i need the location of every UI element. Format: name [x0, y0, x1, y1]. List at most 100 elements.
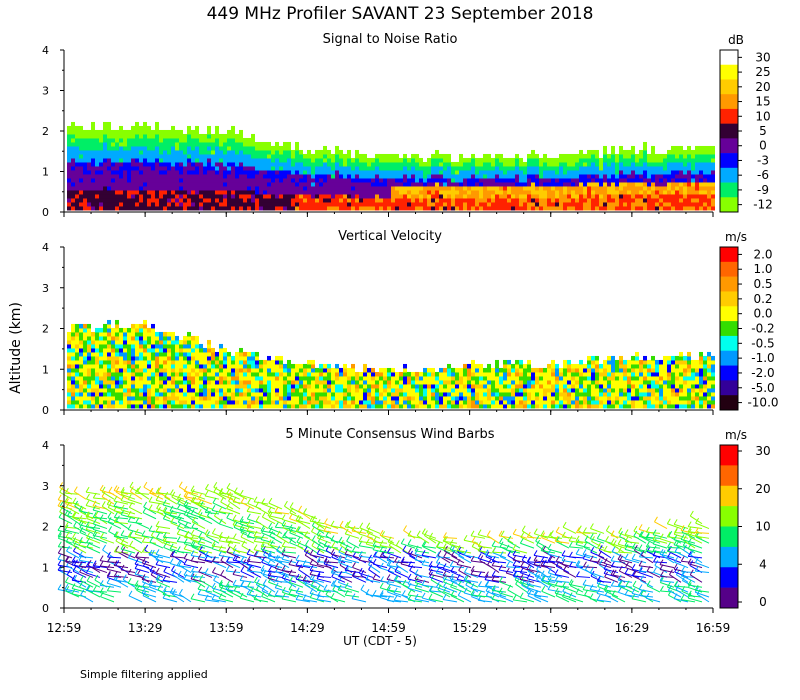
heatmap-cell [271, 399, 275, 405]
heatmap-cell [603, 181, 607, 187]
heatmap-cell [655, 177, 659, 183]
heatmap-cell [115, 351, 119, 357]
heatmap-cell [559, 173, 563, 179]
heatmap-cell [307, 379, 311, 385]
heatmap-cell [139, 343, 143, 349]
heatmap-cell [347, 367, 351, 373]
heatmap-cell [171, 399, 175, 405]
heatmap-cell [79, 189, 83, 195]
heatmap-cell [115, 347, 119, 353]
heatmap-cell [99, 331, 103, 337]
heatmap-cell [323, 149, 327, 155]
heatmap-cell [283, 185, 287, 191]
heatmap-cell [107, 371, 111, 377]
heatmap-cell [315, 161, 319, 167]
heatmap-cell [259, 391, 263, 397]
heatmap-cell [399, 173, 403, 179]
heatmap-cell [343, 189, 347, 195]
heatmap-cell [223, 141, 227, 147]
heatmap-cell [139, 169, 143, 175]
heatmap-cell [359, 185, 363, 191]
heatmap-cell [607, 169, 611, 175]
heatmap-cell [591, 169, 595, 175]
heatmap-cell [523, 367, 527, 373]
heatmap-cell [319, 193, 323, 199]
heatmap-cell [463, 169, 467, 175]
heatmap-cell [223, 367, 227, 373]
heatmap-cell [259, 399, 263, 405]
heatmap-cell [279, 371, 283, 377]
heatmap-cell [275, 363, 279, 369]
heatmap-cell [399, 375, 403, 381]
colorbar-swatch [720, 335, 738, 352]
heatmap-cell [311, 403, 315, 409]
heatmap-cell [179, 355, 183, 361]
heatmap-cell [299, 161, 303, 167]
heatmap-cell [591, 157, 595, 163]
heatmap-cell [631, 379, 635, 385]
heatmap-cell [287, 375, 291, 381]
heatmap-cell [75, 145, 79, 151]
heatmap-cell [339, 173, 343, 179]
heatmap-cell [107, 395, 111, 401]
heatmap-cell [687, 185, 691, 191]
heatmap-cell [67, 137, 71, 143]
heatmap-cell [355, 161, 359, 167]
heatmap-cell [703, 153, 707, 159]
heatmap-cell [267, 391, 271, 397]
heatmap-cell [275, 165, 279, 171]
heatmap-cell [263, 383, 267, 389]
heatmap-cell [467, 165, 471, 171]
heatmap-cell [223, 351, 227, 357]
heatmap-cell [387, 403, 391, 409]
heatmap-cell [599, 205, 603, 211]
heatmap-cell [295, 149, 299, 155]
heatmap-cell [267, 193, 271, 199]
heatmap-cell [447, 153, 451, 159]
heatmap-cell [571, 193, 575, 199]
heatmap-cell [319, 383, 323, 389]
heatmap-cell [323, 177, 327, 183]
heatmap-cell [367, 375, 371, 381]
heatmap-cell [499, 173, 503, 179]
heatmap-cell [159, 181, 163, 187]
heatmap-cell [99, 359, 103, 365]
heatmap-cell [167, 339, 171, 345]
heatmap-cell [479, 161, 483, 167]
heatmap-cell [563, 359, 567, 365]
heatmap-cell [115, 323, 119, 329]
heatmap-cell [311, 161, 315, 167]
heatmap-cell [707, 161, 711, 167]
heatmap-cell [171, 387, 175, 393]
heatmap-cell [503, 387, 507, 393]
heatmap-cell [155, 125, 159, 131]
heatmap-cell [79, 145, 83, 151]
heatmap-cell [83, 387, 87, 393]
heatmap-cell [139, 133, 143, 139]
heatmap-cell [567, 181, 571, 187]
heatmap-cell [195, 133, 199, 139]
heatmap-cell [511, 173, 515, 179]
heatmap-cell [131, 335, 135, 341]
heatmap-cell [603, 391, 607, 397]
heatmap-cell [563, 375, 567, 381]
heatmap-cell [207, 375, 211, 381]
heatmap-cell [303, 205, 307, 211]
heatmap-cell [579, 375, 583, 381]
heatmap-cell [463, 193, 467, 199]
heatmap-cell [351, 395, 355, 401]
heatmap-cell [587, 403, 591, 409]
heatmap-cell [511, 403, 515, 409]
heatmap-cell [323, 201, 327, 207]
heatmap-cell [575, 375, 579, 381]
heatmap-cell [487, 201, 491, 207]
heatmap-cell [567, 197, 571, 203]
heatmap-cell [447, 375, 451, 381]
heatmap-cell [683, 165, 687, 171]
heatmap-cell [271, 181, 275, 187]
heatmap-cell [611, 201, 615, 207]
heatmap-cell [147, 403, 151, 409]
heatmap-cell [171, 383, 175, 389]
heatmap-cell [647, 181, 651, 187]
heatmap-cell [679, 391, 683, 397]
